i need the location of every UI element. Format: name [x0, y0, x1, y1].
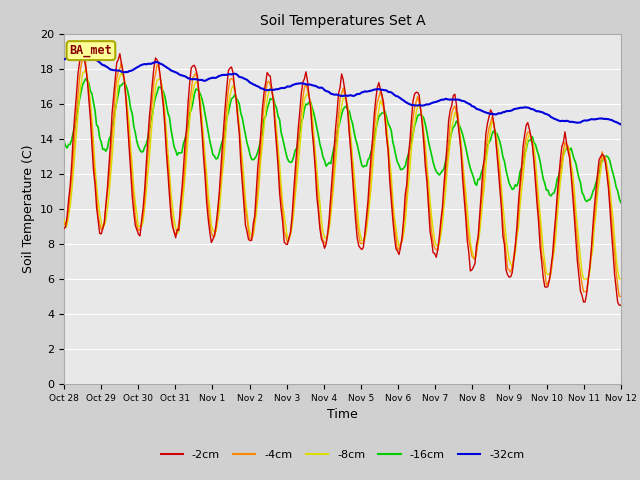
Y-axis label: Soil Temperature (C): Soil Temperature (C) — [22, 144, 35, 273]
Legend: -2cm, -4cm, -8cm, -16cm, -32cm: -2cm, -4cm, -8cm, -16cm, -32cm — [156, 445, 529, 465]
X-axis label: Time: Time — [327, 408, 358, 421]
Title: Soil Temperatures Set A: Soil Temperatures Set A — [260, 14, 425, 28]
Text: BA_met: BA_met — [70, 44, 112, 57]
